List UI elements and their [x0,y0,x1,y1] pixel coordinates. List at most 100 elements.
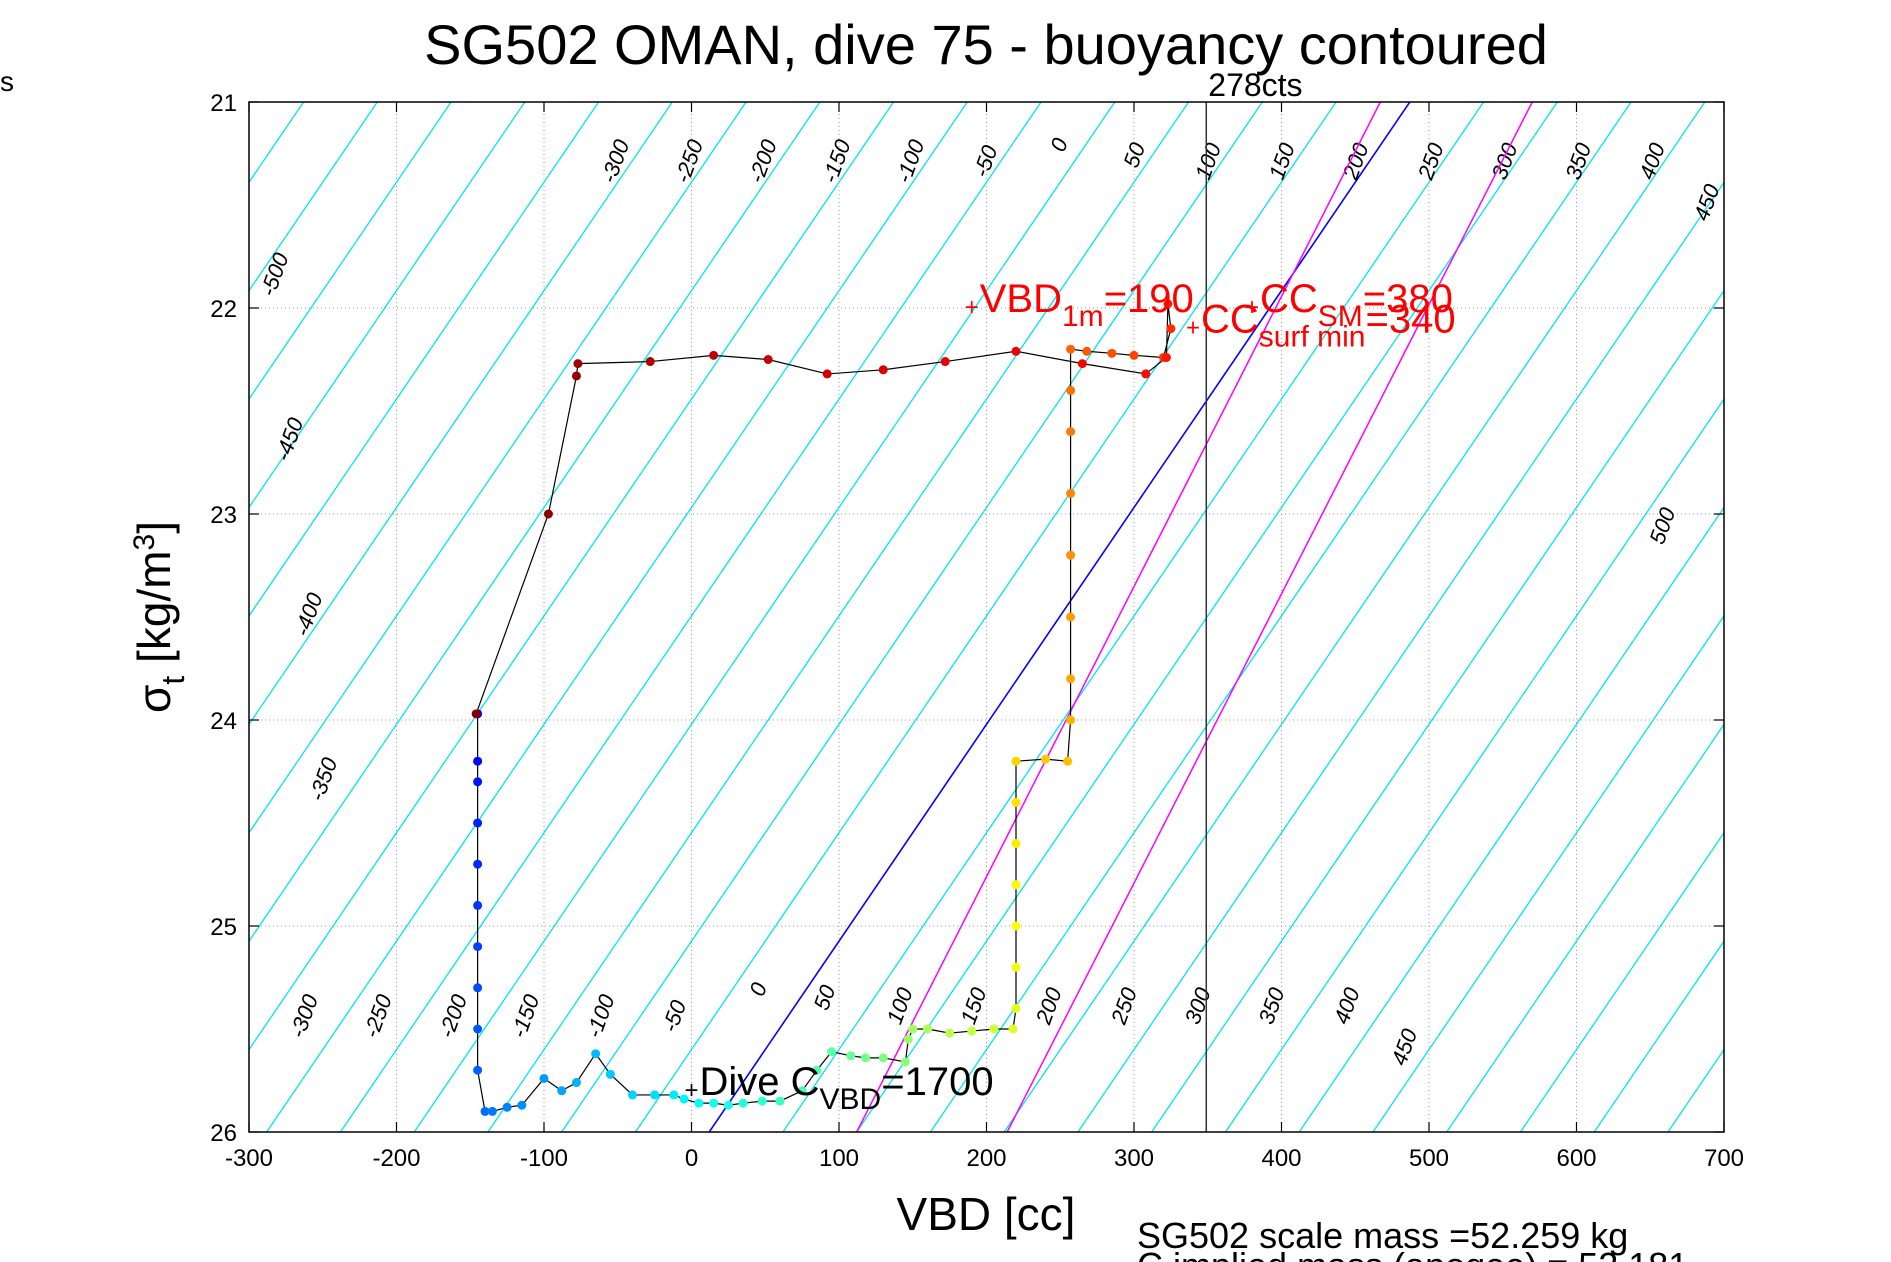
contour-line-zero [708,102,1411,1132]
track-point [694,1098,704,1108]
y-tick-label: 22 [210,296,237,323]
x-tick-label: 0 [685,1145,698,1172]
contour-line [249,102,747,834]
x-tick-label: 600 [1556,1145,1596,1172]
x-tick-label: 300 [1114,1145,1154,1172]
contour-line [1519,831,1724,1132]
track-point [1011,962,1021,972]
track-point [502,1102,512,1112]
track-point [480,1106,490,1116]
track-point [1129,350,1139,360]
track-point [557,1086,567,1096]
track-point [1066,715,1076,725]
annotation-marker: + [684,1077,698,1104]
buoyancy-contours [249,0,1891,1235]
track-point [1163,299,1173,309]
track-point [861,1053,871,1063]
track-point [1041,754,1050,764]
track-point [517,1100,527,1110]
track-point [738,1098,748,1108]
contour-label: -250 [670,136,709,187]
contour-label: 350 [1560,139,1596,183]
y-axis: 21 22 23 24 25 26 [210,90,1724,1147]
contour-line [782,102,1485,1132]
track-point [846,1051,856,1061]
contour-label: -400 [289,589,328,640]
annotation-ccsurf: CCsurf min=340 [1201,298,1456,354]
contour-label: -350 [304,754,343,805]
annotation-marker: + [1186,315,1200,342]
contour-line [1077,181,1724,1132]
contour-line [249,102,452,401]
track-point [822,369,832,379]
contour-label: -150 [817,136,856,187]
track-point [473,1065,483,1075]
svg-text:σt [kg/m3]: σt [kg/m3] [128,521,191,713]
x-tick-label: 700 [1704,1145,1744,1172]
contour-label: -50 [968,141,1003,180]
track-point [669,1090,679,1100]
y-axis-label-main: σ [128,685,180,713]
y-axis-label-unit: [kg/m [128,550,180,675]
y-tick-label: 24 [210,708,237,735]
x-tick-label: -300 [225,1145,273,1172]
track-point [940,357,950,367]
contour-label: 250 [1106,984,1143,1029]
track-point [709,350,719,360]
contour-label: -100 [891,136,930,187]
track-point [797,1086,807,1096]
contour-label: 300 [1180,984,1216,1028]
y-tick-label: 25 [210,914,237,941]
contour-line [413,102,1116,1132]
track-point [487,1106,497,1116]
track-point [473,1024,483,1034]
contour-label: 200 [1030,984,1067,1029]
track-point [878,1053,888,1063]
y-axis-label: σt [kg/m3] [128,521,191,713]
contour-line [1667,1048,1724,1132]
contour-line [487,102,1190,1132]
track-point [812,1065,822,1075]
track-point [1141,369,1151,379]
track-point [1063,756,1073,766]
x-axis-label: VBD [cc] [897,1188,1076,1240]
contour-label: 500 [1644,504,1680,548]
contour-label: 350 [1253,984,1289,1028]
track-point [539,1073,549,1083]
contour-line [249,102,821,943]
contour-line [560,102,1264,1132]
track-point [989,1024,999,1034]
annotation-ccsm: CCSM=380 [1260,277,1453,333]
contour-line [249,102,674,726]
track-point [471,709,481,719]
contour-line [634,102,1337,1132]
track-point [967,1026,977,1036]
track-point [1011,346,1021,356]
track-point [1066,674,1076,684]
contour-label: -300 [596,136,635,187]
track-point [1161,352,1171,362]
contour-label: 50 [809,981,841,1013]
track-point [473,942,483,952]
contour-label: -500 [255,249,294,300]
track-point [1066,550,1076,560]
track-point [1011,756,1021,766]
track-point [571,371,581,381]
track-point [571,1078,581,1088]
contour-line [1150,289,1724,1132]
contour-line [339,102,1042,1132]
contour-label: 250 [1412,139,1449,184]
track-point [775,1096,785,1106]
contour-label: 400 [1329,984,1365,1028]
track-point [1008,1024,1018,1034]
track-point [1066,612,1076,622]
annotation-marker: + [1245,294,1259,321]
track-point [473,818,483,828]
track-point [473,859,483,869]
y-axis-label-sub: t [155,676,191,685]
x-tick-label: -200 [372,1145,420,1172]
track-point [573,359,583,369]
contour-line [1745,0,1891,1235]
contour-line [249,102,379,292]
